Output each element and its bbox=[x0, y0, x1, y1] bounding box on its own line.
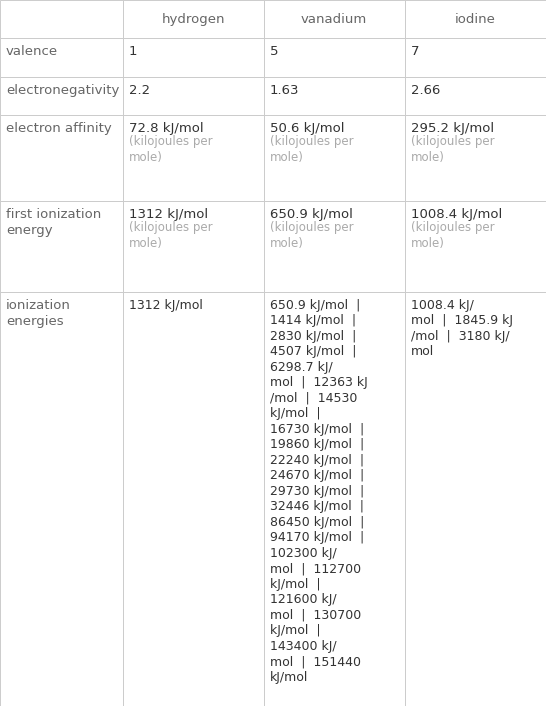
Text: (kilojoules per
mole): (kilojoules per mole) bbox=[411, 136, 494, 164]
Bar bbox=[0, 38, 123, 77]
Text: vanadium: vanadium bbox=[301, 13, 367, 25]
Bar bbox=[0, 292, 123, 706]
Bar bbox=[405, 201, 546, 292]
Text: 650.9 kJ/mol: 650.9 kJ/mol bbox=[270, 208, 353, 221]
Bar bbox=[405, 38, 546, 77]
Bar bbox=[264, 115, 405, 201]
Text: 1312 kJ/mol: 1312 kJ/mol bbox=[129, 299, 203, 312]
Bar bbox=[123, 0, 264, 38]
Text: 1008.4 kJ/mol: 1008.4 kJ/mol bbox=[411, 208, 502, 221]
Text: 50.6 kJ/mol: 50.6 kJ/mol bbox=[270, 122, 344, 135]
Bar bbox=[0, 0, 123, 38]
Text: 2.2: 2.2 bbox=[129, 84, 150, 97]
Text: first ionization
energy: first ionization energy bbox=[6, 208, 101, 237]
Bar bbox=[123, 201, 264, 292]
Text: iodine: iodine bbox=[455, 13, 496, 25]
Bar bbox=[123, 115, 264, 201]
Text: ionization
energies: ionization energies bbox=[6, 299, 71, 328]
Bar bbox=[405, 115, 546, 201]
Text: hydrogen: hydrogen bbox=[162, 13, 225, 25]
Text: 295.2 kJ/mol: 295.2 kJ/mol bbox=[411, 122, 494, 135]
Bar bbox=[264, 38, 405, 77]
Text: 1: 1 bbox=[129, 45, 138, 59]
Bar bbox=[123, 292, 264, 706]
Text: (kilojoules per
mole): (kilojoules per mole) bbox=[270, 221, 353, 250]
Text: valence: valence bbox=[6, 45, 58, 59]
Text: (kilojoules per
mole): (kilojoules per mole) bbox=[411, 221, 494, 250]
Text: 1008.4 kJ/
mol  |  1845.9 kJ
/mol  |  3180 kJ/
mol: 1008.4 kJ/ mol | 1845.9 kJ /mol | 3180 k… bbox=[411, 299, 513, 359]
Text: 5: 5 bbox=[270, 45, 278, 59]
Bar bbox=[264, 77, 405, 115]
Text: 72.8 kJ/mol: 72.8 kJ/mol bbox=[129, 122, 204, 135]
Text: 2.66: 2.66 bbox=[411, 84, 440, 97]
Text: (kilojoules per
mole): (kilojoules per mole) bbox=[129, 221, 212, 250]
Text: 650.9 kJ/mol  |
1414 kJ/mol  |
2830 kJ/mol  |
4507 kJ/mol  |
6298.7 kJ/
mol  |  : 650.9 kJ/mol | 1414 kJ/mol | 2830 kJ/mol… bbox=[270, 299, 367, 684]
Text: (kilojoules per
mole): (kilojoules per mole) bbox=[270, 136, 353, 164]
Bar bbox=[123, 38, 264, 77]
Text: electron affinity: electron affinity bbox=[6, 122, 112, 135]
Bar bbox=[264, 201, 405, 292]
Bar bbox=[264, 0, 405, 38]
Text: 7: 7 bbox=[411, 45, 419, 59]
Text: (kilojoules per
mole): (kilojoules per mole) bbox=[129, 136, 212, 164]
Bar bbox=[264, 292, 405, 706]
Bar bbox=[123, 77, 264, 115]
Bar bbox=[405, 0, 546, 38]
Bar bbox=[405, 292, 546, 706]
Bar bbox=[0, 201, 123, 292]
Bar bbox=[0, 115, 123, 201]
Bar bbox=[0, 77, 123, 115]
Text: 1312 kJ/mol: 1312 kJ/mol bbox=[129, 208, 208, 221]
Bar bbox=[405, 77, 546, 115]
Text: 1.63: 1.63 bbox=[270, 84, 299, 97]
Text: electronegativity: electronegativity bbox=[6, 84, 120, 97]
